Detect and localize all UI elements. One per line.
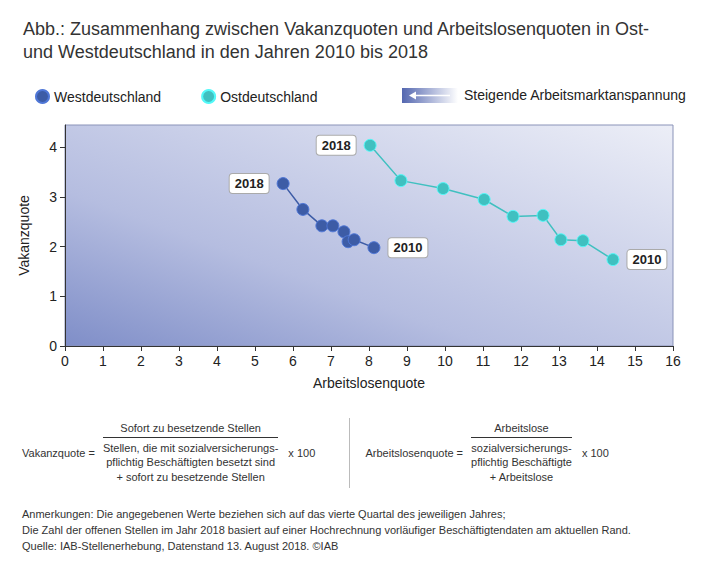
svg-text:0: 0	[61, 353, 69, 369]
svg-text:Steigende Arbeitsmarktanspannu: Steigende Arbeitsmarktanspannung	[464, 87, 686, 103]
html-text:+ sofort zu besetzende Stellen: + sofort zu besetzende Stellen	[116, 470, 265, 483]
svg-text:Arbeitslosenquote: Arbeitslosenquote	[313, 375, 425, 391]
html-text:Die Zahl der offenen Stellen i: Die Zahl der offenen Stellen im Jahr 201…	[22, 523, 631, 536]
svg-text:13: 13	[551, 353, 567, 369]
svg-text:8: 8	[365, 353, 373, 369]
svg-text:6: 6	[289, 353, 297, 369]
svg-text:16: 16	[665, 353, 681, 369]
svg-text:2018: 2018	[322, 138, 351, 153]
svg-text:2010: 2010	[632, 252, 661, 267]
svg-text:2010: 2010	[393, 240, 422, 255]
html-text:x 100: x 100	[288, 447, 316, 459]
html-text:x 100: x 100	[581, 447, 609, 459]
svg-text:15: 15	[627, 353, 643, 369]
html-text:Stellen, die mit sozialversich: Stellen, die mit sozialversicherungs-	[102, 442, 279, 454]
svg-text:Westdeutschland: Westdeutschland	[54, 89, 161, 105]
svg-text:5: 5	[251, 353, 259, 369]
html-text:Vakanzquote =: Vakanzquote =	[22, 447, 95, 459]
html-text:+ Arbeitslose: + Arbeitslose	[489, 470, 554, 483]
html-text:Arbeitslosenquote =: Arbeitslosenquote =	[365, 447, 463, 459]
svg-text:4: 4	[213, 353, 221, 369]
svg-text:4: 4	[49, 139, 57, 155]
svg-text:1: 1	[99, 353, 107, 369]
svg-text:11: 11	[476, 353, 491, 369]
svg-text:3: 3	[49, 189, 57, 205]
html-text:Anmerkungen: Die angegebenen W: Anmerkungen: Die angegebenen Werte bezie…	[22, 508, 506, 520]
html-text:Arbeitslose: Arbeitslose	[494, 422, 549, 434]
svg-text:1: 1	[49, 288, 57, 304]
svg-text:2018: 2018	[235, 176, 264, 191]
svg-text:Ostdeutschland: Ostdeutschland	[220, 89, 317, 105]
svg-text:Abb.: Zusammenhang zwischen Va: Abb.: Zusammenhang zwischen Vakanzquoten…	[23, 19, 654, 39]
html-text:pflichtig Beschäftigten besetz: pflichtig Beschäftigten besetzt sind	[106, 456, 275, 469]
svg-text:und Westdeutschland in den Jah: und Westdeutschland in den Jahren 2010 b…	[23, 42, 428, 62]
svg-text:10: 10	[437, 353, 453, 369]
svg-text:3: 3	[175, 353, 183, 369]
svg-text:7: 7	[327, 353, 335, 369]
html-text:Sofort zu besetzende Stellen: Sofort zu besetzende Stellen	[120, 422, 261, 434]
html-text:sozialversicherungs-: sozialversicherungs-	[471, 442, 572, 454]
svg-text:Vakanzquote: Vakanzquote	[16, 195, 32, 276]
svg-text:2: 2	[49, 239, 57, 255]
svg-text:12: 12	[513, 353, 529, 369]
html-text:Quelle: IAB-Stellenerhebung, D: Quelle: IAB-Stellenerhebung, Datenstand …	[22, 539, 339, 552]
svg-text:0: 0	[49, 338, 57, 354]
svg-text:9: 9	[403, 353, 411, 369]
svg-text:14: 14	[589, 353, 605, 369]
html-text:pflichtig Beschäftigte: pflichtig Beschäftigte	[471, 456, 572, 469]
svg-text:2: 2	[137, 353, 145, 369]
